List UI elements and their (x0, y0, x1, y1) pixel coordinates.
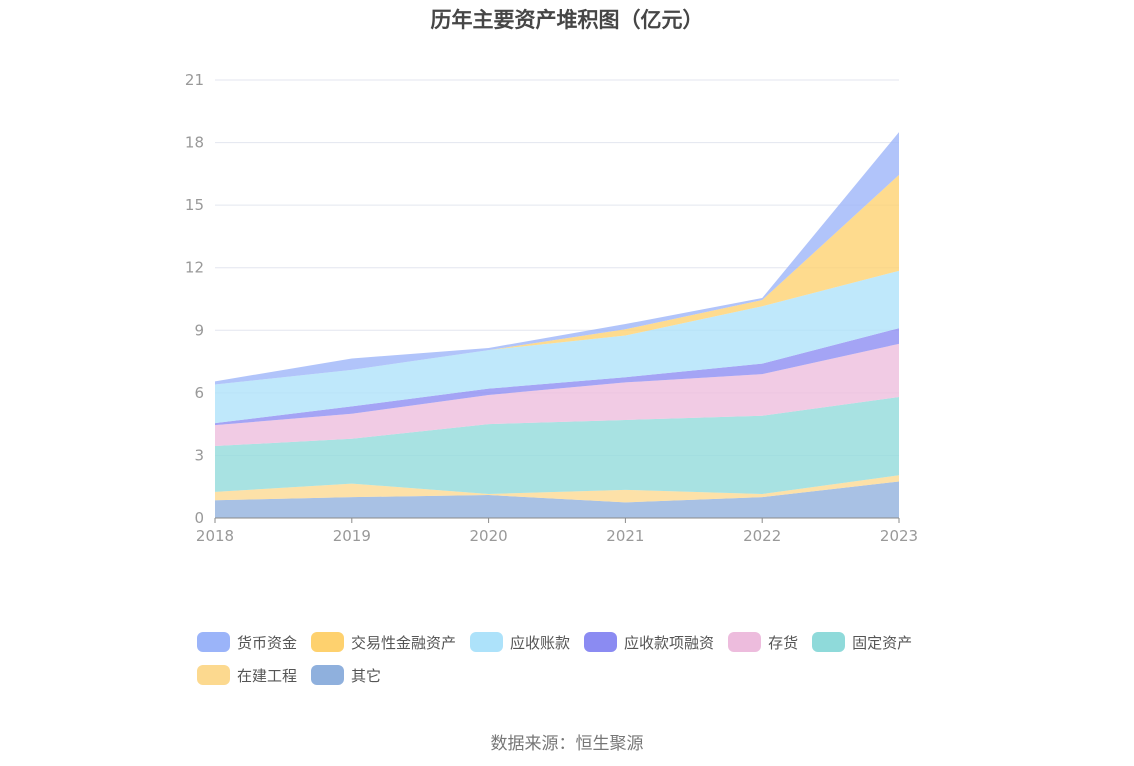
y-tick-label: 18 (185, 134, 204, 152)
y-tick-label: 15 (185, 196, 204, 214)
legend-item[interactable]: 交易性金融资产 (311, 631, 456, 653)
legend-item[interactable]: 存货 (728, 631, 798, 653)
legend-label: 在建工程 (237, 666, 298, 685)
x-tick-label: 2019 (333, 527, 371, 545)
area-6 (215, 174, 899, 385)
legend-label: 其它 (351, 666, 382, 685)
legend-label: 存货 (768, 633, 799, 652)
legend-swatch (728, 632, 762, 652)
legend-item[interactable]: 应收款项融资 (584, 631, 714, 653)
x-axis-ticks: 2018 2019 2020 2021 2022 2023 (196, 527, 918, 545)
legend-swatch (812, 632, 846, 652)
legend-item[interactable]: 在建工程 (197, 664, 297, 686)
area-5 (215, 270, 899, 424)
legend-item[interactable]: 其它 (311, 664, 381, 686)
area-3 (215, 343, 899, 447)
legend-label: 应收款项融资 (624, 633, 715, 652)
legend-swatch (197, 632, 230, 652)
legend-label: 固定资产 (852, 633, 913, 652)
y-tick-label: 21 (185, 71, 204, 89)
area-2 (215, 397, 899, 495)
axes (214, 517, 900, 523)
legend-item[interactable]: 货币资金 (197, 631, 297, 653)
x-tick-label: 2018 (196, 527, 234, 545)
y-tick-label: 3 (194, 446, 204, 464)
stacked-area-chart: 0 3 6 9 12 15 18 21 2018 2019 2020 2021 2022 2023 (185, 71, 918, 545)
x-tick-label: 2021 (606, 527, 644, 545)
legend-swatch (197, 665, 230, 685)
legend-label: 货币资金 (237, 633, 298, 652)
x-tick-label: 2023 (880, 527, 918, 545)
area-1 (215, 475, 899, 503)
area-4 (215, 328, 899, 426)
legend-swatch (470, 632, 504, 652)
legend-swatch (311, 665, 345, 685)
source-note: 数据来源：恒生聚源 (490, 734, 644, 754)
legend-swatch (311, 632, 345, 652)
y-axis-ticks: 0 3 6 9 12 15 18 21 (185, 71, 204, 527)
legend-swatch (584, 632, 618, 652)
x-tick-label: 2020 (470, 527, 508, 545)
y-tick-label: 0 (194, 509, 204, 527)
chart-title: 历年主要资产堆积图（亿元） (430, 8, 704, 32)
x-tick-label: 2022 (743, 527, 781, 545)
y-tick-label: 9 (194, 321, 204, 339)
legend: 货币资金 交易性金融资产 应收账款 应收款项融资 存货 固定资产在建工程 其它 (197, 631, 957, 697)
y-tick-label: 6 (194, 384, 204, 402)
area-0 (215, 481, 899, 518)
legend-item[interactable]: 固定资产 (812, 631, 912, 653)
y-tick-label: 12 (185, 259, 204, 277)
legend-label: 交易性金融资产 (351, 633, 457, 652)
legend-item[interactable]: 应收账款 (470, 631, 570, 653)
area-series (215, 132, 899, 518)
legend-label: 应收账款 (510, 633, 571, 652)
